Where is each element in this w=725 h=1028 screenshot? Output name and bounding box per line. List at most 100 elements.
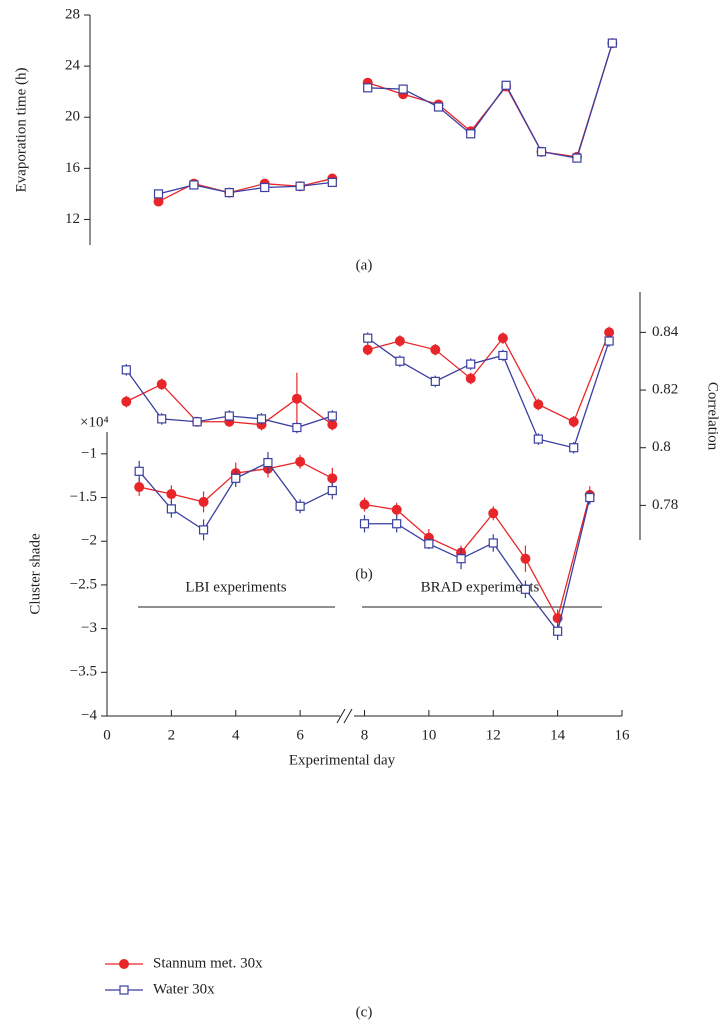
y-axis-label: Cluster shade <box>27 533 43 615</box>
marker <box>498 350 508 361</box>
marker <box>292 422 302 433</box>
x-tick-label: 10 <box>421 727 436 743</box>
marker <box>134 482 145 493</box>
marker <box>363 83 373 93</box>
marker <box>327 473 338 484</box>
marker <box>256 414 267 424</box>
y-tick-label: 20 <box>65 109 80 125</box>
marker <box>433 102 444 112</box>
marker <box>391 504 402 515</box>
x-tick-label: 2 <box>168 727 176 743</box>
legend-marker <box>119 985 129 995</box>
y-tick-label: 16 <box>65 160 81 176</box>
marker <box>430 344 441 355</box>
y-tick-label: −4 <box>81 707 97 723</box>
y-tick-label: 12 <box>65 211 80 227</box>
marker <box>134 466 144 476</box>
x-tick-label: 4 <box>232 727 240 743</box>
marker <box>568 416 579 427</box>
marker <box>166 504 176 514</box>
marker <box>424 539 434 549</box>
x-tick-label: 6 <box>296 727 304 743</box>
legend-label: Water 30x <box>153 981 215 997</box>
y-tick-label: 0.8 <box>652 439 671 455</box>
marker <box>166 489 177 500</box>
marker <box>359 499 370 510</box>
marker <box>156 379 167 390</box>
y-axis-label: Evaporation time (h) <box>13 68 29 193</box>
marker <box>497 333 508 344</box>
marker <box>465 373 476 384</box>
marker <box>327 485 337 496</box>
marker <box>295 456 306 467</box>
marker <box>121 396 132 407</box>
marker <box>392 519 402 529</box>
marker <box>395 356 405 366</box>
marker <box>501 80 511 90</box>
marker <box>198 496 209 507</box>
marker <box>327 411 337 421</box>
y-tick-label: 28 <box>65 6 80 22</box>
series-line <box>158 42 613 195</box>
panel-label: (b) <box>355 566 373 582</box>
marker <box>488 508 499 519</box>
marker <box>189 180 199 190</box>
marker <box>231 473 241 483</box>
marker <box>327 177 337 187</box>
marker <box>398 84 408 94</box>
marker <box>291 393 302 404</box>
y-tick-label: −1.5 <box>70 489 97 505</box>
marker <box>569 443 579 453</box>
y-tick-label: −3.5 <box>70 664 97 680</box>
marker <box>363 333 373 343</box>
axis-break-gap <box>340 708 354 724</box>
marker <box>488 538 498 548</box>
marker <box>553 626 563 636</box>
y-tick-label: 24 <box>65 58 81 74</box>
marker <box>466 129 476 139</box>
y-tick-label: 0.78 <box>652 497 678 513</box>
marker <box>153 196 164 207</box>
marker <box>394 336 405 347</box>
marker <box>533 399 544 410</box>
x-tick-label: 16 <box>615 727 631 743</box>
marker <box>456 554 466 564</box>
y-tick-label: −1 <box>81 445 97 461</box>
marker <box>520 553 531 564</box>
axis-break <box>343 708 353 724</box>
marker <box>362 344 373 355</box>
marker <box>327 419 338 430</box>
marker <box>430 376 440 386</box>
marker <box>520 584 531 594</box>
marker <box>224 411 234 421</box>
marker <box>572 153 582 163</box>
marker <box>224 188 234 198</box>
marker <box>604 327 615 338</box>
marker <box>466 359 476 369</box>
marker <box>533 434 543 444</box>
marker <box>295 501 305 511</box>
marker <box>295 181 305 191</box>
marker <box>153 189 164 199</box>
marker <box>157 414 167 424</box>
y-tick-label: −2.5 <box>70 576 97 592</box>
x-tick-label: 14 <box>550 727 566 743</box>
x-tick-label: 8 <box>361 727 369 743</box>
panel-label: (c) <box>356 1004 373 1020</box>
marker <box>536 147 547 157</box>
marker <box>260 182 270 193</box>
panel-label: (a) <box>356 257 373 273</box>
y-tick-label: 0.84 <box>652 324 679 340</box>
legend-label: Stannum met. 30x <box>153 955 263 971</box>
marker <box>192 417 202 427</box>
marker <box>607 38 617 48</box>
y-tick-label: −3 <box>81 620 97 636</box>
marker <box>359 519 370 529</box>
y-multiplier: ×10⁴ <box>80 414 109 430</box>
marker <box>604 336 614 346</box>
legend-marker <box>119 959 129 969</box>
series-line <box>138 461 591 633</box>
annotation: LBI experiments <box>185 579 286 595</box>
marker <box>121 365 131 375</box>
